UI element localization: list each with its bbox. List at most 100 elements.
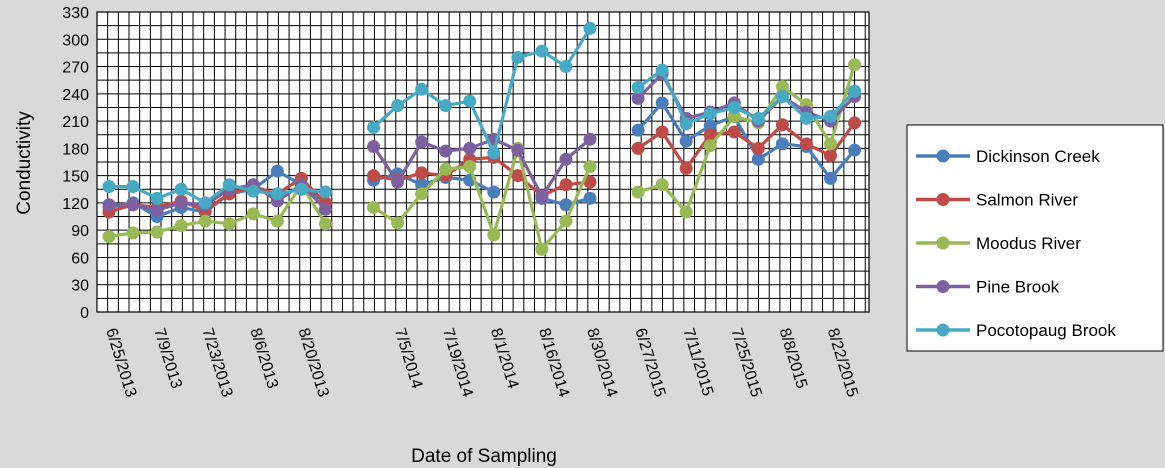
series-line — [372, 27, 592, 155]
data-point — [583, 160, 597, 174]
data-point — [559, 198, 573, 212]
legend-item: Salmon River — [916, 191, 1078, 210]
legend-label: Moodus River — [976, 234, 1081, 253]
chart-legend: Dickinson Creek Salmon River Moodus River P… — [906, 124, 1164, 352]
series-line — [637, 64, 857, 214]
y-tick-label: 180 — [62, 141, 89, 158]
data-point — [655, 63, 669, 77]
data-point — [535, 242, 549, 256]
data-point — [415, 178, 429, 192]
data-point — [198, 196, 212, 210]
data-point — [848, 143, 862, 157]
y-tick-label: 150 — [62, 169, 89, 186]
data-point — [775, 80, 789, 94]
data-point — [367, 169, 381, 183]
data-point — [415, 82, 429, 96]
y-tick-label: 30 — [71, 278, 89, 295]
y-tick-label: 210 — [62, 114, 89, 131]
data-point — [487, 228, 501, 242]
data-point — [559, 152, 573, 166]
data-point — [824, 137, 837, 151]
legend-label: Dickinson Creek — [976, 147, 1100, 166]
legend-marker — [936, 193, 950, 206]
data-point — [631, 185, 645, 199]
data-point — [415, 135, 429, 149]
data-point — [150, 225, 164, 239]
data-point — [270, 187, 284, 201]
data-point — [102, 230, 116, 244]
data-point — [439, 99, 453, 113]
data-point — [415, 166, 429, 180]
data-point — [318, 202, 332, 216]
legend-marker — [936, 280, 950, 293]
data-point — [463, 160, 477, 174]
data-point — [463, 94, 477, 108]
data-point — [751, 111, 765, 125]
data-point — [679, 117, 693, 131]
data-point — [126, 198, 140, 212]
data-point — [583, 132, 597, 146]
data-point — [222, 178, 236, 192]
series-line — [373, 155, 591, 198]
data-point — [559, 60, 573, 74]
data-point — [318, 217, 332, 231]
data-point — [222, 217, 236, 231]
legend-label: Salmon River — [976, 191, 1078, 210]
data-point — [367, 120, 381, 134]
y-axis-title: Conductivity — [14, 111, 35, 215]
legend-item: Pine Brook — [916, 278, 1060, 297]
y-tick-label: 60 — [71, 250, 89, 267]
data-point — [463, 141, 477, 155]
data-point — [198, 214, 212, 228]
plot-border — [96, 11, 870, 313]
legend-label: Pine Brook — [976, 278, 1060, 297]
data-point — [102, 198, 116, 212]
data-point — [367, 140, 381, 154]
data-point — [535, 44, 549, 58]
chart-series — [102, 21, 862, 256]
data-point — [487, 185, 501, 199]
data-point — [294, 182, 308, 196]
legend-marker — [936, 236, 950, 250]
data-point — [102, 180, 116, 194]
legend-item: Dickinson Creek — [916, 147, 1100, 166]
y-tick-label: 270 — [62, 60, 89, 77]
data-point — [848, 58, 862, 72]
series-line — [109, 183, 326, 205]
data-point — [174, 182, 188, 196]
data-point — [679, 205, 693, 219]
data-point — [270, 214, 284, 228]
data-point — [391, 99, 405, 113]
series-line — [637, 121, 856, 170]
data-point — [631, 80, 645, 94]
data-point — [367, 200, 381, 214]
data-point — [559, 214, 573, 228]
data-point — [511, 143, 525, 157]
y-tick-label: 300 — [62, 32, 89, 49]
data-point — [631, 141, 645, 155]
data-point — [270, 164, 284, 178]
data-point — [775, 137, 789, 151]
data-point — [824, 171, 837, 185]
x-axis-title: Date of Sampling — [411, 446, 557, 467]
data-point — [174, 196, 188, 210]
data-point — [703, 139, 717, 153]
data-point — [511, 50, 525, 64]
data-point — [559, 178, 573, 192]
data-point — [415, 187, 429, 201]
data-point — [775, 118, 789, 132]
data-point — [799, 111, 813, 125]
legend-item: Pocotopaug Brook — [916, 321, 1116, 340]
series-pocotopaug-brook — [102, 21, 862, 210]
series-line — [372, 137, 592, 199]
data-point — [679, 134, 693, 148]
chart-grid — [96, 11, 870, 313]
y-tick-label: 90 — [71, 223, 89, 240]
data-point — [583, 191, 597, 205]
y-axis-ticks: 0 30 60 90 120 150 180 210 240 270 300 330 — [62, 5, 89, 322]
series-line — [636, 101, 856, 180]
data-point — [727, 125, 741, 139]
series-line — [637, 68, 856, 126]
y-tick-label: 240 — [62, 87, 89, 104]
y-tick-label: 330 — [62, 5, 89, 22]
